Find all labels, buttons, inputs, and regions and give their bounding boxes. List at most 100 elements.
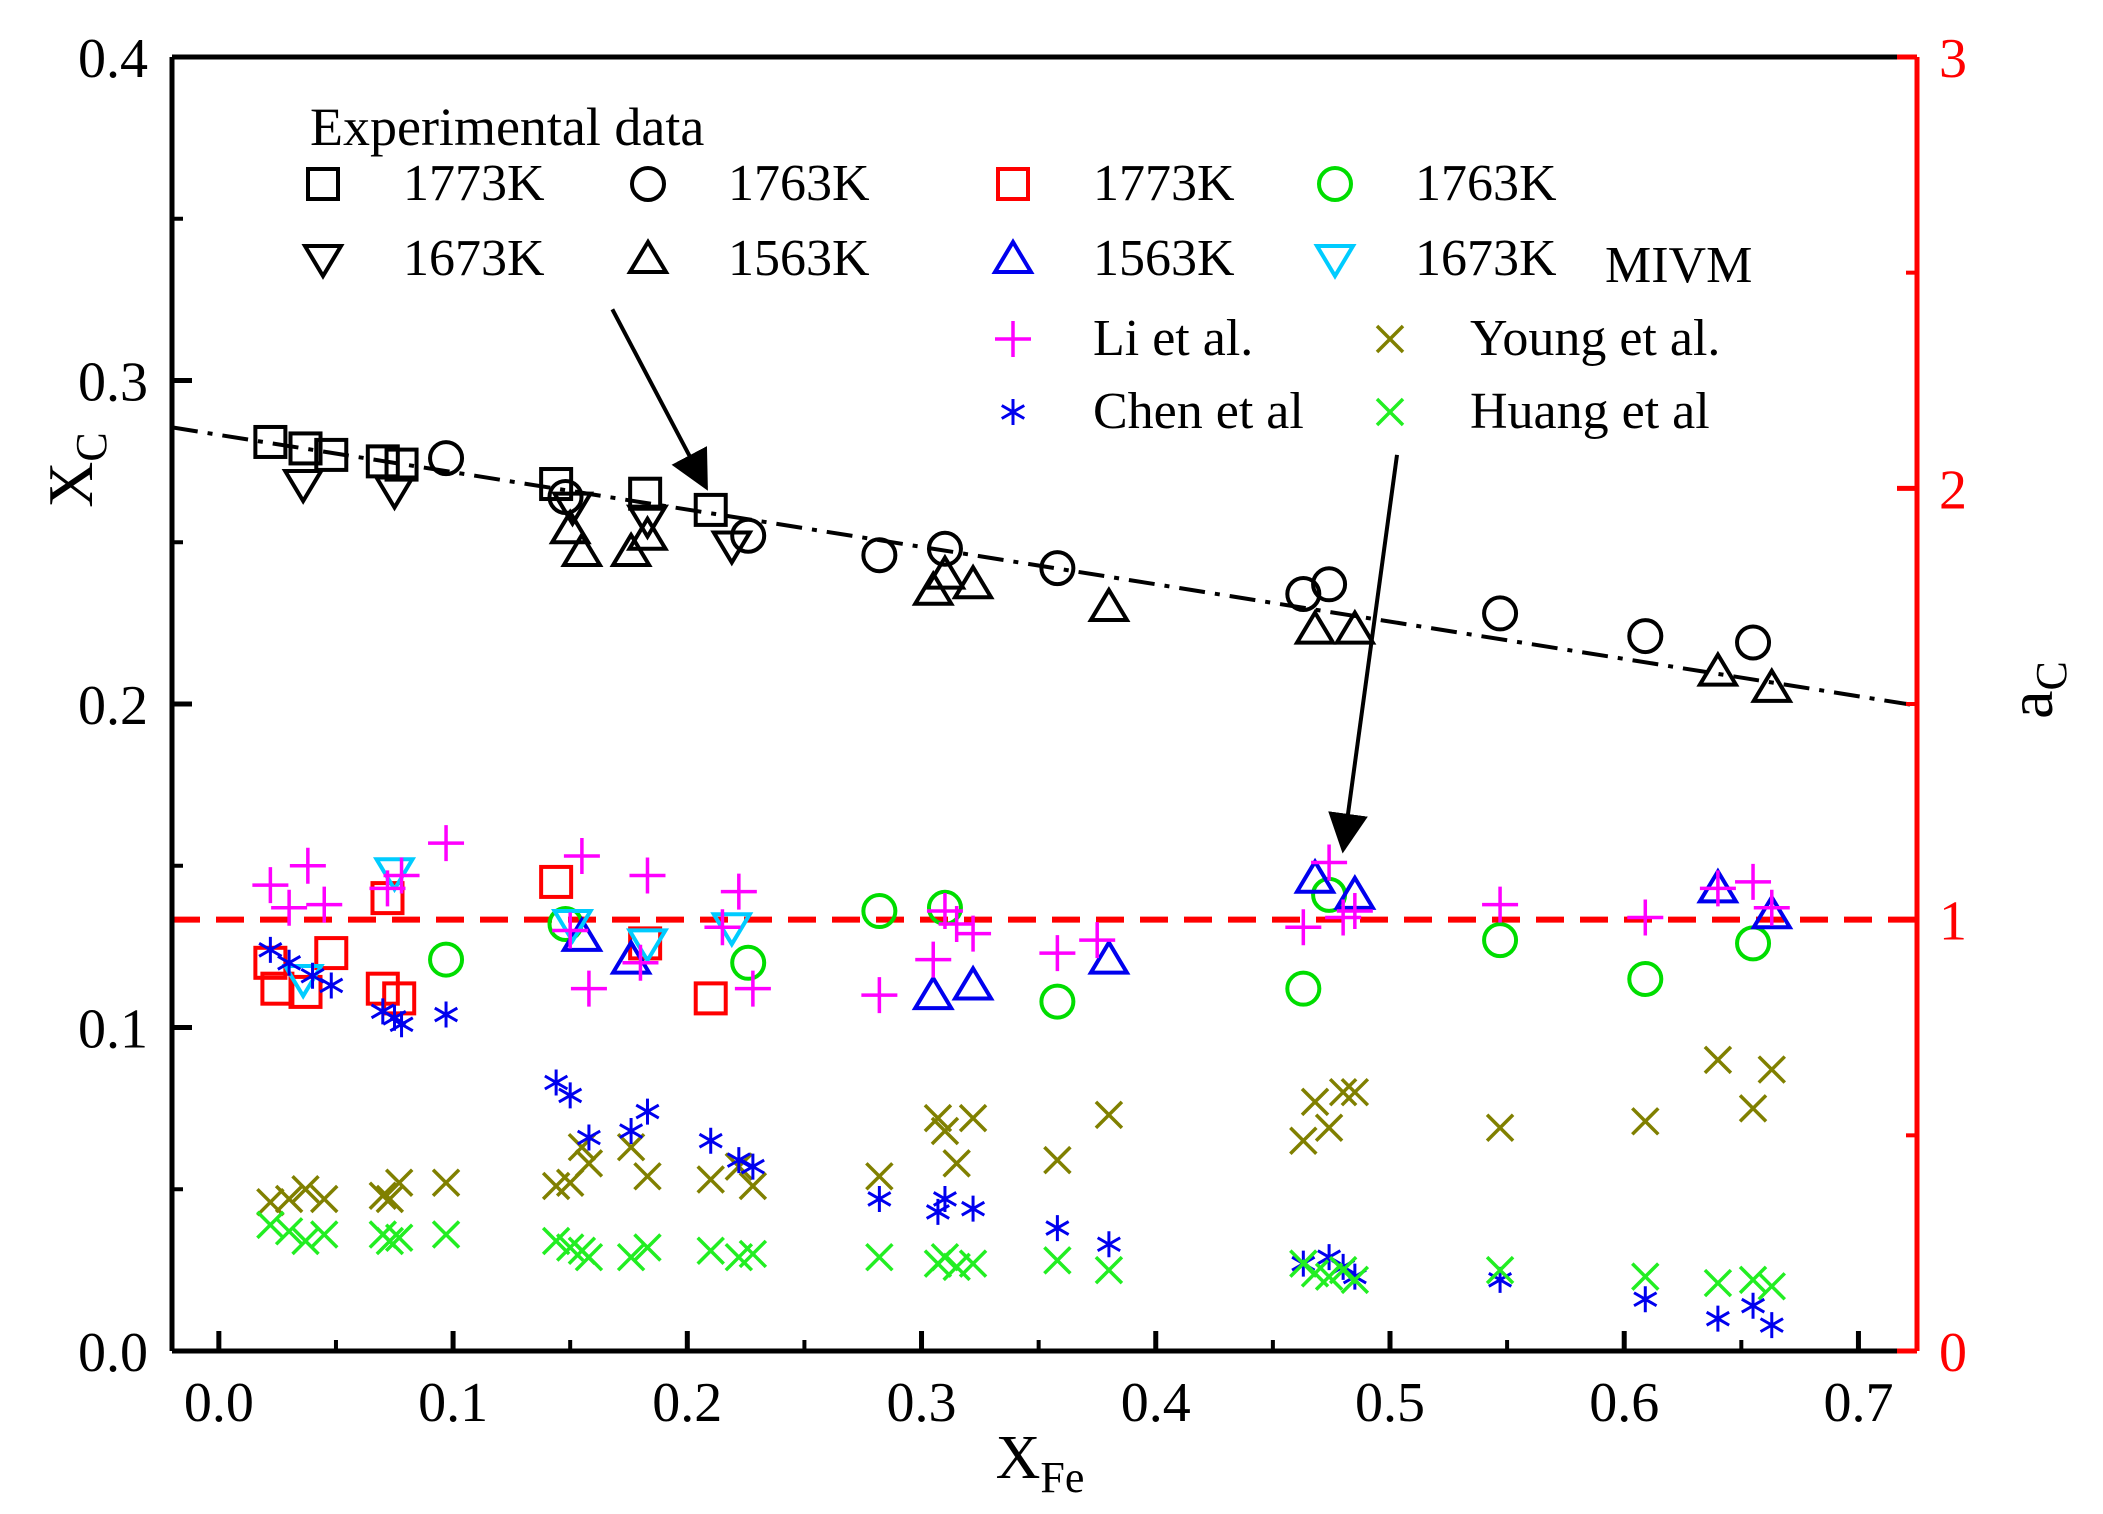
- legend-marker-huang-et-al: [1375, 397, 1405, 427]
- data-point-li-et-al: [271, 889, 308, 926]
- y-right-axis-title-sub: C: [2027, 661, 2076, 690]
- data-point-chen-et-al: [1741, 1292, 1766, 1319]
- data-point-chen-et-al: [576, 1124, 601, 1151]
- x-tick-label: 0.3: [887, 1372, 957, 1434]
- data-point-li-et-al: [720, 873, 757, 910]
- data-point-1763k: [1039, 550, 1076, 587]
- data-point-chen-et-al: [1096, 1231, 1121, 1258]
- data-point-chen-et-al: [389, 1011, 414, 1038]
- data-point-li-et-al: [1699, 870, 1736, 907]
- data-point-young-et-al: [310, 1184, 339, 1214]
- data-point-young-et-al: [1631, 1107, 1660, 1136]
- data-point-1673k: [710, 530, 754, 567]
- legend-label: 1563K: [1093, 230, 1235, 287]
- y-left-axis-title: XC: [35, 432, 116, 508]
- x-axis-title-sub: Fe: [1040, 1453, 1084, 1502]
- data-point-li-et-al: [1285, 909, 1322, 946]
- data-point-li-et-al: [1079, 922, 1116, 959]
- data-point-li-et-al: [734, 970, 771, 1007]
- legend-label: 1563K: [728, 230, 870, 287]
- legend-item-literature-li-et-al: Li et al.: [995, 310, 1253, 367]
- data-point-huang-et-al: [431, 1220, 461, 1249]
- data-point-young-et-al: [1703, 1045, 1733, 1075]
- data-point-1763k: [1285, 576, 1322, 613]
- data-point-1763k: [1311, 566, 1348, 603]
- data-point-young-et-al: [274, 1184, 304, 1214]
- data-point-1563k: [951, 563, 995, 600]
- data-point-chen-et-al: [635, 1098, 660, 1125]
- data-point-1673k: [372, 475, 417, 512]
- legend-marker-young-et-al: [1375, 324, 1405, 354]
- data-point-1563k: [923, 553, 967, 590]
- data-point-chen-et-al: [698, 1127, 723, 1154]
- data-point-huang-et-al: [633, 1233, 662, 1262]
- data-point-young-et-al: [738, 1171, 768, 1201]
- data-point-young-et-al: [375, 1184, 405, 1214]
- annotation-arrow: [610, 308, 708, 491]
- data-point-1773k: [628, 476, 663, 511]
- legend-item-experimental-data-1763k: 1763K: [630, 155, 870, 212]
- data-point-li-et-al: [938, 905, 975, 942]
- data-point-young-et-al: [1340, 1077, 1370, 1107]
- data-point-li-et-al: [1336, 893, 1373, 930]
- data-point-1773k: [539, 864, 574, 899]
- legend-items: 1773K 1763K 1673K 1563K 1773K 1763K 1563K 1673K…: [301, 155, 1720, 440]
- annotation-arrows: [610, 308, 1399, 854]
- data-point-li-et-al: [915, 941, 952, 978]
- data-point-1763k: [1482, 922, 1519, 959]
- legend-title-experimental: Experimental data: [310, 97, 704, 157]
- data-point-young-et-al: [1738, 1094, 1768, 1123]
- legend-marker-1673k: [1313, 244, 1357, 280]
- data-point-young-et-al: [633, 1162, 662, 1191]
- series-experimental-data-1773k: [253, 424, 728, 527]
- data-point-1763k: [861, 893, 898, 930]
- data-point-young-et-al: [1300, 1087, 1330, 1117]
- data-point-1673k: [625, 504, 670, 541]
- series-experimental-data-1673k: [281, 469, 754, 567]
- y-left-tick-label: 0.2: [78, 675, 148, 737]
- data-point-1563k: [1750, 666, 1794, 703]
- series-experimental-data-1763k: [428, 440, 1772, 661]
- data-point-young-et-al: [368, 1181, 398, 1210]
- data-point-young-et-al: [384, 1168, 414, 1198]
- legend-label: Chen et al: [1093, 383, 1304, 440]
- legend-marker-1563k: [991, 238, 1035, 274]
- legend-label-mivm: MIVM: [1605, 237, 1752, 294]
- y-right-axis-title: aC: [1995, 661, 2076, 719]
- data-point-young-et-al: [1314, 1113, 1344, 1143]
- legend-label: Li et al.: [1093, 310, 1253, 367]
- data-point-young-et-al: [942, 1149, 971, 1178]
- y-right-tick-label: 3: [1939, 28, 1967, 90]
- data-point-1763k: [861, 537, 898, 574]
- series-literature-young-et-al: [256, 1045, 1787, 1217]
- legend: Experimental data MIVM 1773K 1763K 1673K 15…: [301, 97, 1752, 440]
- series-experimental-data-1563k: [548, 508, 1794, 703]
- annotation-arrow: [1328, 454, 1399, 854]
- data-point-huang-et-al: [1043, 1246, 1072, 1275]
- data-point-huang-et-al: [738, 1239, 768, 1269]
- data-point-huang-et-al: [310, 1220, 339, 1249]
- y-left-tick-label: 0.1: [78, 999, 148, 1061]
- data-point-1563k: [625, 514, 670, 551]
- data-point-chen-et-al: [1633, 1286, 1658, 1313]
- data-point-1763k: [1285, 970, 1322, 1007]
- data-point-young-et-al: [1328, 1077, 1358, 1107]
- data-point-chen-et-al: [258, 936, 283, 963]
- y-right-tick-label: 0: [1939, 1322, 1967, 1384]
- data-point-1763k: [1627, 960, 1664, 997]
- data-point-1563k: [1293, 608, 1337, 645]
- legend-item-literature-huang-et-al: Huang et al: [1375, 383, 1710, 440]
- data-point-huang-et-al: [1485, 1255, 1515, 1285]
- data-point-1763k: [1735, 925, 1772, 962]
- legend-label: Young et al.: [1470, 310, 1720, 367]
- data-point-li-et-al: [289, 847, 326, 884]
- data-point-young-et-al: [616, 1132, 646, 1162]
- data-point-young-et-al: [574, 1149, 604, 1178]
- data-point-young-et-al: [1043, 1145, 1072, 1175]
- data-point-li-et-al: [570, 970, 607, 1007]
- data-point-huang-et-al: [865, 1242, 894, 1272]
- data-point-young-et-al: [958, 1103, 988, 1133]
- data-point-young-et-al: [1485, 1113, 1515, 1143]
- data-point-1773k: [288, 431, 323, 466]
- series-mivm-1673k: [281, 857, 754, 1000]
